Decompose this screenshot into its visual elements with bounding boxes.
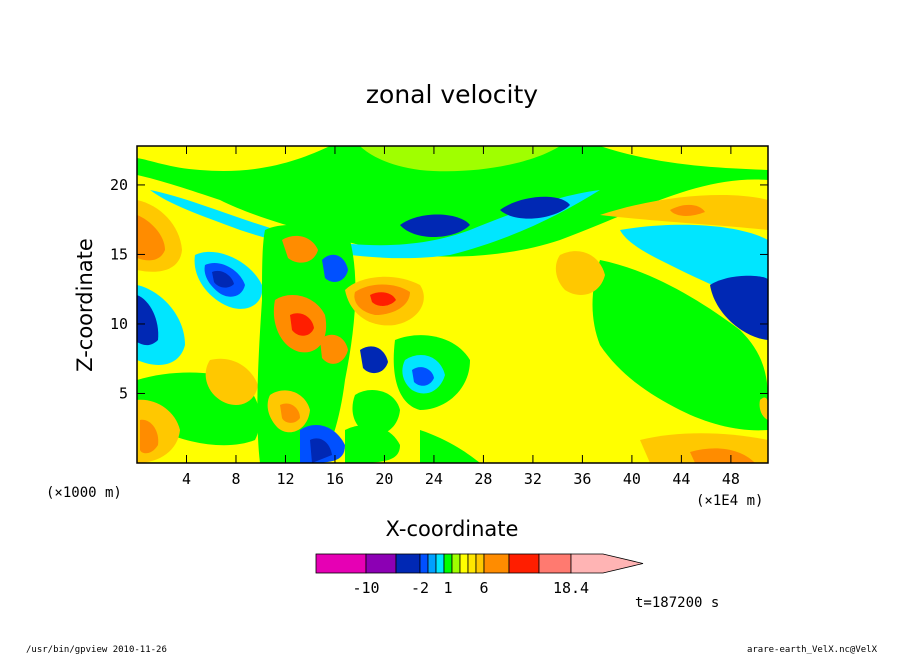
y-tick-label: 15: [110, 245, 128, 263]
colorbar-segment: [315, 553, 367, 574]
colorbar: -10 -2 1 6 18.4: [315, 553, 644, 597]
time-label: t=187200 s: [635, 595, 719, 611]
colorbar-segment: [451, 553, 461, 574]
contour-field: [137, 146, 768, 463]
x-tick-label: 12: [276, 470, 294, 488]
x-tick-label: 20: [375, 470, 393, 488]
colorbar-segment: [508, 553, 540, 574]
y-axis: 5 10 15 20: [110, 176, 768, 402]
colorbar-segment: [365, 553, 397, 574]
x-axis: 4 8 12 16 20 24 28 32 36 40 44 48: [182, 146, 740, 488]
x-tick-label: 32: [524, 470, 542, 488]
plot-area: [137, 146, 768, 463]
colorbar-segment: [443, 553, 453, 574]
colorbar-label: 6: [479, 579, 488, 597]
colorbar-segment: [459, 553, 469, 574]
x-tick-label: 28: [474, 470, 492, 488]
y-unit-label: (×1000 m): [46, 485, 122, 501]
footer-right: arare-earth_VelX.nc@VelX: [747, 645, 878, 654]
x-tick-label: 16: [326, 470, 344, 488]
x-tick-label: 24: [425, 470, 443, 488]
colorbar-segment: [435, 553, 445, 574]
y-tick-label: 20: [110, 176, 128, 194]
x-tick-label: 48: [722, 470, 740, 488]
colorbar-segment: [419, 553, 429, 574]
colorbar-arrow: [570, 553, 644, 574]
y-axis-title: Z-coordinate: [73, 238, 97, 372]
x-tick-label: 4: [182, 470, 191, 488]
y-tick-label: 5: [119, 384, 128, 402]
x-axis-title: X-coordinate: [386, 517, 519, 541]
colorbar-label: 1: [443, 579, 452, 597]
colorbar-label: -10: [352, 579, 379, 597]
colorbar-segment: [483, 553, 510, 574]
colorbar-segment: [538, 553, 572, 574]
footer-left: /usr/bin/gpview 2010-11-26: [26, 645, 167, 654]
colorbar-label: -2: [411, 579, 429, 597]
y-tick-label: 10: [110, 315, 128, 333]
colorbar-label: 18.4: [553, 579, 589, 597]
x-tick-label: 36: [573, 470, 591, 488]
colorbar-segment: [467, 553, 477, 574]
chart-title: zonal velocity: [366, 80, 538, 109]
plot-frame: [136, 145, 769, 464]
colorbar-segment: [475, 553, 485, 574]
colorbar-segment: [395, 553, 421, 574]
x-tick-label: 44: [672, 470, 690, 488]
x-tick-label: 40: [623, 470, 641, 488]
colorbar-segment: [427, 553, 437, 574]
x-tick-label: 8: [231, 470, 240, 488]
x-unit-label: (×1E4 m): [696, 493, 763, 509]
